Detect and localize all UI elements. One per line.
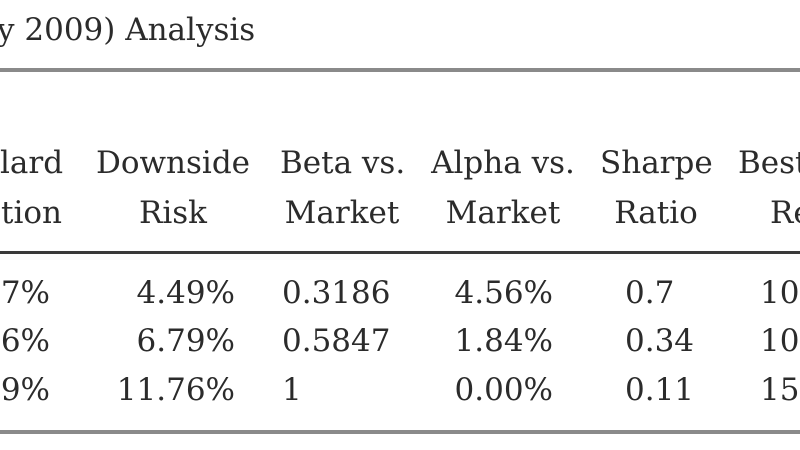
- header-beta-line1: Beta vs.: [280, 145, 406, 181]
- header-beta-line2: Market: [284, 195, 400, 231]
- header-std-dev-line1: lard: [0, 145, 64, 181]
- table-cell-r2-std-dev: 6%: [0, 323, 50, 359]
- table-cell-r1-sharpe: 0.7: [625, 275, 675, 311]
- header-sharpe-line1: Sharpe: [600, 145, 713, 181]
- header-sharpe-line2: Ratio: [614, 195, 698, 231]
- table-cell-r1-best: 10: [760, 275, 800, 311]
- table-cell-r3-sharpe: 0.11: [625, 372, 695, 408]
- header-alpha-line1: Alpha vs.: [431, 145, 575, 181]
- table-cell-r3-downside-risk: 11.76%: [116, 372, 235, 408]
- table-cell-r3-std-dev: 9%: [0, 372, 50, 408]
- bottom-rule: [0, 430, 800, 434]
- table-cell-r1-std-dev: 7%: [0, 275, 50, 311]
- table-cell-r3-alpha: 0.00%: [454, 372, 553, 408]
- table-cell-r3-beta: 1: [282, 372, 302, 408]
- header-downside-risk-line2: Risk: [139, 195, 207, 231]
- table-cell-r2-best: 10: [760, 323, 800, 359]
- header-alpha-line2: Market: [445, 195, 561, 231]
- header-rule: [0, 251, 800, 254]
- table-cell-r2-alpha: 1.84%: [454, 323, 553, 359]
- table-cell-r1-beta: 0.3186: [282, 275, 391, 311]
- table-cell-r2-beta: 0.5847: [282, 323, 391, 359]
- top-rule: [0, 68, 800, 72]
- table-cell-r1-downside-risk: 4.49%: [136, 275, 235, 311]
- header-best-line2: Re: [770, 195, 800, 231]
- table-cell-r3-best: 15: [760, 372, 800, 408]
- table-title: y 2009) Analysis: [0, 12, 256, 48]
- table-cell-r1-alpha: 4.56%: [454, 275, 553, 311]
- header-downside-risk-line1: Downside: [95, 145, 251, 181]
- header-std-dev-line2: tion: [0, 195, 62, 231]
- table-cell-r2-sharpe: 0.34: [625, 323, 695, 359]
- table-cell-r2-downside-risk: 6.79%: [136, 323, 235, 359]
